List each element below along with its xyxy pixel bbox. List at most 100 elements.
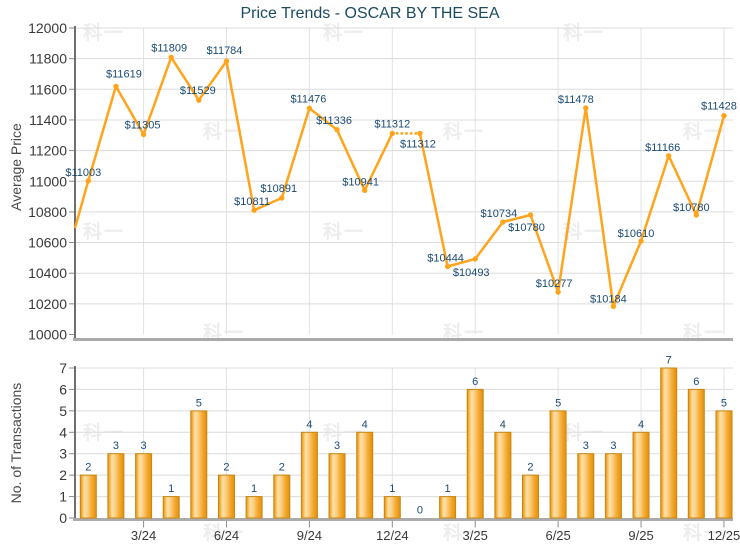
- price-point-label: $10610: [618, 228, 655, 240]
- watermark-text: 科一: [323, 423, 366, 444]
- watermark-text: 科一: [83, 423, 126, 444]
- transaction-count-label: 5: [721, 397, 727, 409]
- price-line-solid: [418, 106, 726, 308]
- price-point: [223, 58, 230, 64]
- price-point: [279, 195, 285, 201]
- x-tick-label: 3/25: [463, 528, 488, 543]
- transaction-bar: [273, 474, 291, 519]
- price-point: [555, 289, 561, 295]
- transaction-count-label: 2: [279, 462, 285, 474]
- y-tick-label: 11800: [29, 51, 67, 67]
- y-tick-label: 10800: [28, 204, 67, 220]
- transaction-count-label: 1: [445, 483, 451, 495]
- price-point: [334, 127, 340, 133]
- price-point: [610, 303, 617, 310]
- price-point-label: $10780: [673, 202, 710, 214]
- transaction-bar: [218, 474, 235, 519]
- transaction-count-label: 2: [527, 462, 533, 474]
- y-tick-label: 11400: [29, 112, 67, 128]
- transaction-bar: [687, 388, 705, 519]
- watermark-text: 科一: [83, 222, 126, 243]
- transaction-count-label: 1: [389, 483, 395, 495]
- transaction-bar-series: 2 3 3 1 5 2 1 2 4 3 4 1 0 1 6 4 2 5 3 3 4 7 6 5 3/24 6/24 9/24 12/2…: [79, 355, 740, 543]
- x-tick-label: 6/24: [214, 528, 239, 543]
- price-point: [417, 130, 423, 137]
- x-tick-label: 9/24: [297, 528, 322, 543]
- y-tick-label: 0: [59, 510, 67, 526]
- price-point: [444, 263, 451, 270]
- price-point-label: $10811: [234, 196, 270, 208]
- transaction-count-label: 3: [113, 440, 119, 452]
- price-point: [306, 105, 313, 112]
- transaction-bar: [328, 453, 346, 519]
- y-axis-title-transactions: No. of Transactions: [8, 382, 24, 504]
- transaction-bar: [522, 474, 539, 519]
- price-point: [196, 97, 202, 103]
- watermark-text: 科一: [443, 523, 486, 544]
- transaction-bar: [604, 453, 622, 519]
- price-point-label: $11619: [106, 68, 142, 80]
- price-line-solid: [87, 56, 394, 212]
- transaction-bar: [439, 496, 457, 519]
- y-tick-label: 6: [59, 381, 67, 397]
- y-tick-label: 10000: [28, 327, 67, 343]
- watermark-text: 科一: [203, 523, 246, 544]
- price-point: [665, 153, 672, 159]
- price-point-label: $11166: [645, 142, 680, 154]
- price-point: [361, 187, 368, 193]
- chart-title: Price Trends - OSCAR BY THE SEA: [240, 5, 500, 22]
- price-point-label: $11305: [125, 120, 161, 132]
- y-tick-label: 12000: [28, 20, 67, 36]
- price-point: [389, 130, 396, 137]
- transaction-count-label: 5: [196, 397, 202, 409]
- transaction-bar: [715, 410, 733, 519]
- price-point-label: $10444: [427, 252, 464, 264]
- y-tick-label: 10200: [28, 296, 67, 312]
- price-point-label: $11809: [151, 42, 187, 54]
- price-point: [472, 256, 478, 262]
- y-tick-label: 5: [59, 403, 67, 419]
- price-point-label: $11476: [290, 93, 326, 105]
- transaction-count-label: 6: [472, 376, 478, 388]
- transaction-count-label: 0: [417, 505, 423, 517]
- y-tick-label: 10400: [28, 265, 67, 281]
- price-point-label: $10184: [590, 293, 627, 305]
- watermark-text: 科一: [683, 523, 726, 544]
- price-point: [583, 105, 589, 111]
- transaction-count-label: 3: [141, 440, 147, 452]
- price-point: [500, 219, 506, 225]
- price-point-label: $11428: [701, 101, 737, 113]
- price-point-label: $11312: [400, 138, 436, 150]
- transaction-count-label: 2: [223, 462, 229, 474]
- price-line-leadin: [73, 180, 90, 229]
- transaction-bar: [79, 474, 97, 519]
- price-point-label: $11336: [316, 115, 352, 127]
- transaction-bar: [577, 453, 595, 519]
- transaction-count-label: 2: [85, 462, 91, 474]
- transaction-bar: [660, 367, 678, 519]
- watermark-text: 科一: [683, 122, 726, 143]
- watermark-text: 科一: [203, 122, 246, 143]
- x-tick-label: 3/24: [131, 528, 156, 543]
- x-tick-label: 9/25: [628, 528, 653, 543]
- price-point: [251, 207, 257, 213]
- transaction-bar: [383, 496, 401, 519]
- transaction-count-label: 5: [555, 397, 561, 409]
- y-tick-label: 11000: [29, 173, 67, 189]
- y-tick-label: 11200: [29, 143, 67, 159]
- y-tick-label: 1: [59, 489, 67, 505]
- transaction-bar: [494, 431, 512, 519]
- y-tick-label: 11600: [29, 81, 67, 97]
- price-point: [693, 212, 700, 218]
- price-point: [168, 54, 174, 60]
- price-point-label: $10493: [453, 267, 490, 279]
- transaction-bar: [466, 388, 484, 519]
- transaction-bar: [245, 496, 263, 519]
- price-point-label: $11312: [374, 118, 410, 130]
- price-point-label: $11529: [180, 85, 216, 97]
- price-chart-axes: 10000 10200 10400 10600 10800 11000 11200 11400…: [28, 20, 733, 343]
- transaction-bar: [135, 453, 153, 519]
- y-tick-label: 2: [59, 467, 67, 483]
